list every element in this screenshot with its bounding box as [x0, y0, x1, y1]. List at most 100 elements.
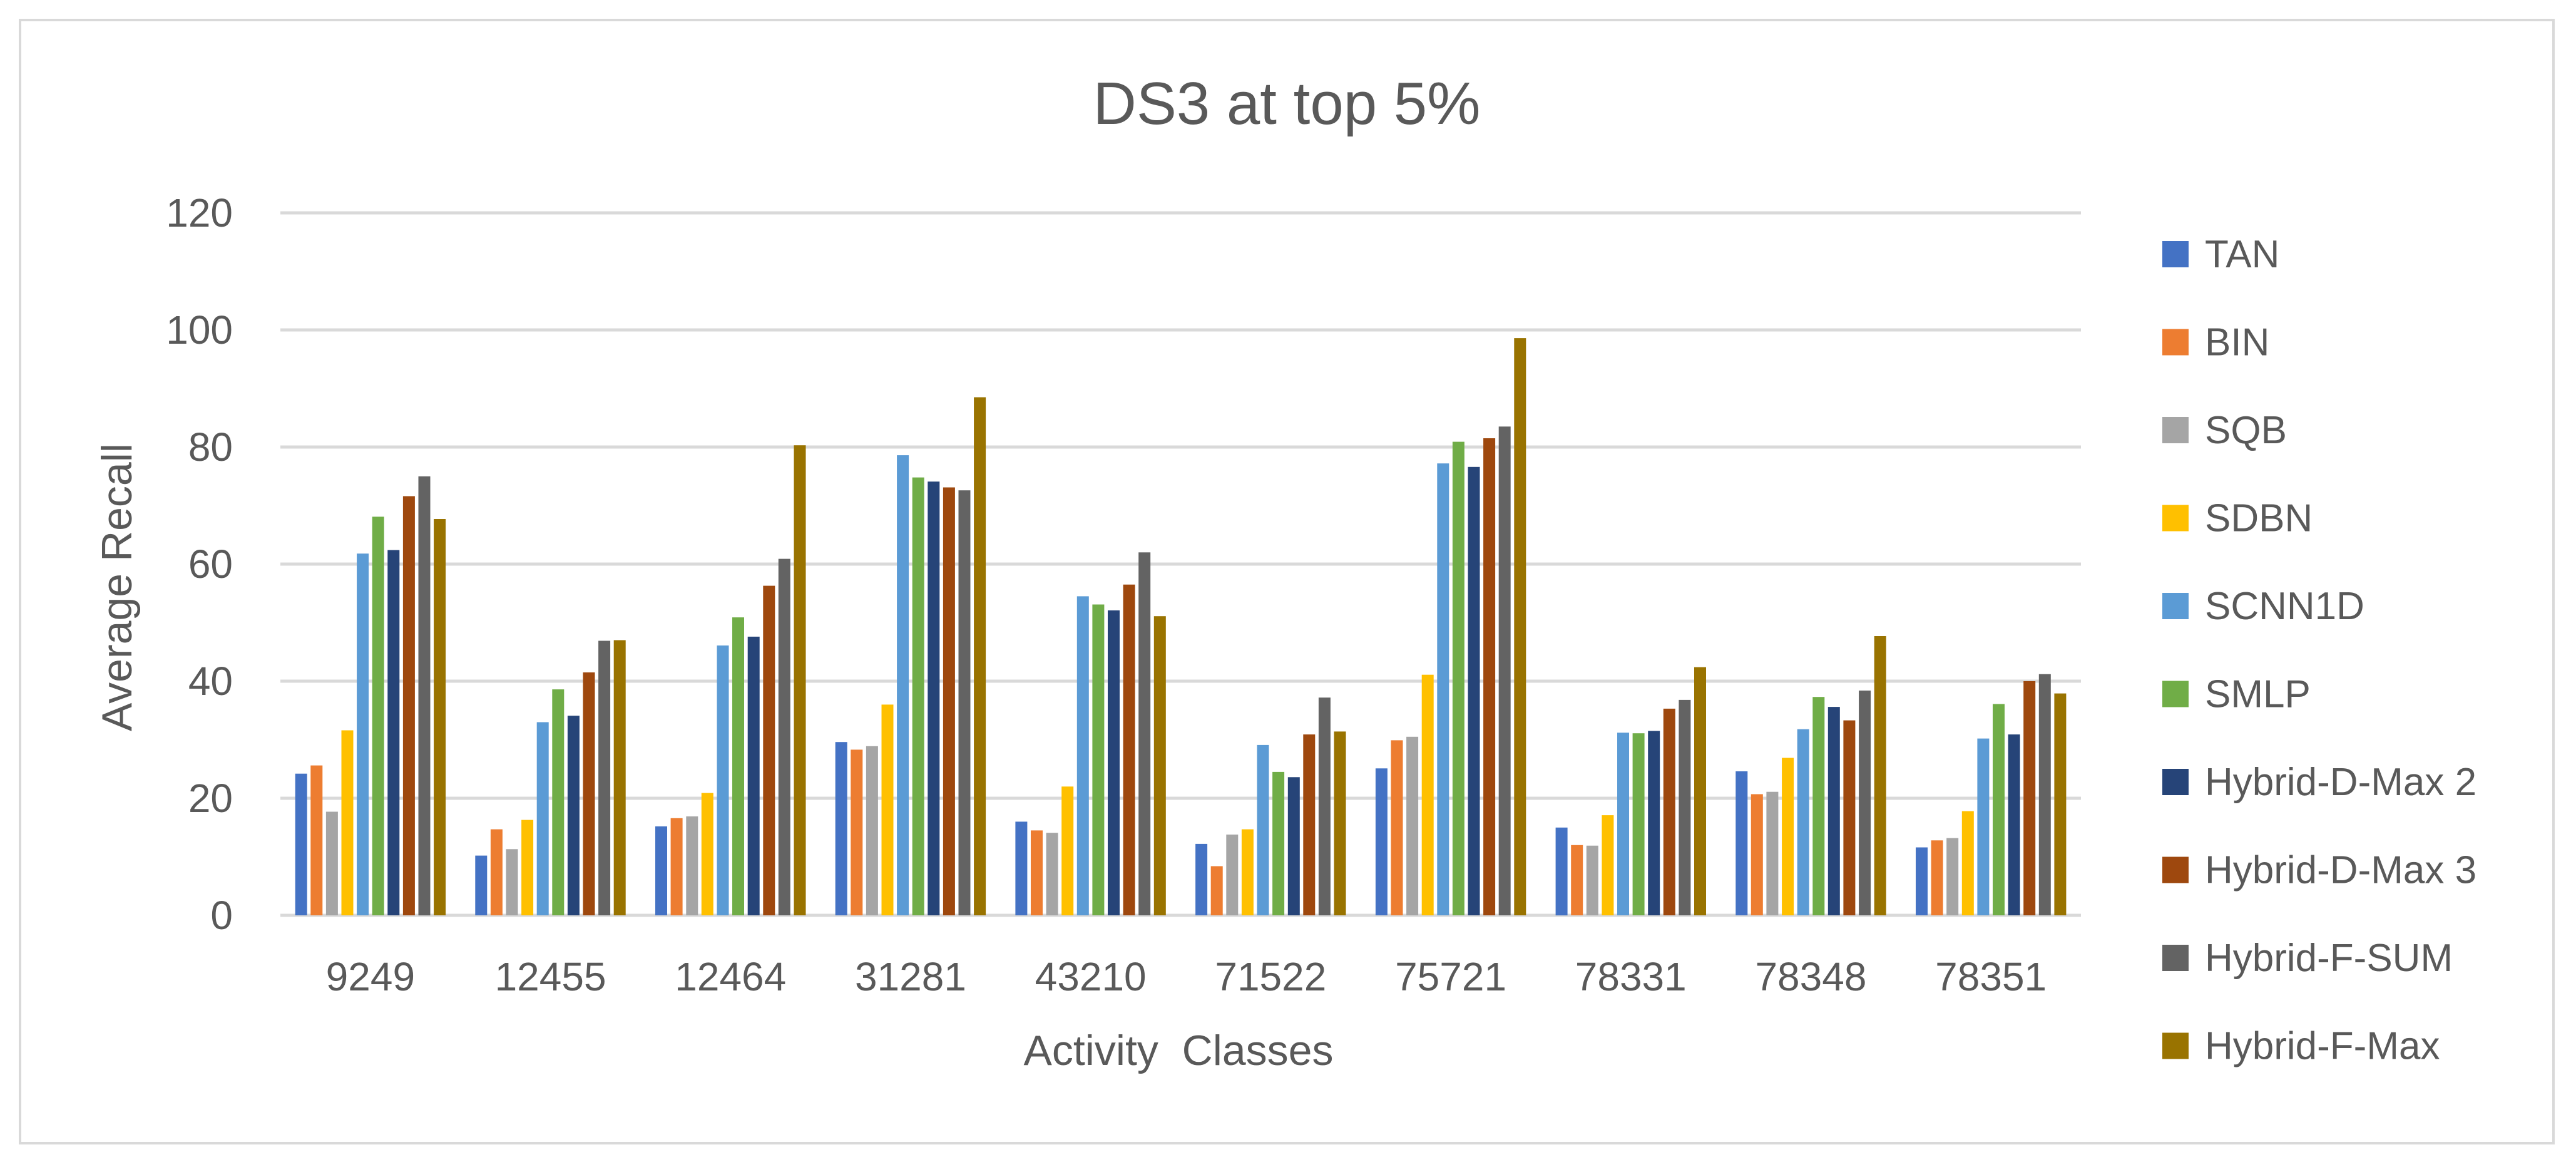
bar [2038, 674, 2051, 915]
legend-label: SDBN [2205, 497, 2313, 540]
bar [295, 773, 307, 915]
bar [701, 793, 713, 915]
x-axis-title: Activity Classes [1024, 1027, 1334, 1074]
bar [598, 640, 611, 915]
bar [1648, 731, 1660, 915]
bar [1555, 827, 1568, 916]
bar [1679, 699, 1691, 915]
bar [655, 826, 667, 915]
x-tick-label: 78331 [1575, 954, 1687, 999]
bar [1303, 734, 1316, 915]
bar [1812, 697, 1825, 915]
bar [732, 617, 744, 915]
bar [851, 749, 863, 915]
bar [357, 553, 369, 915]
bar [552, 689, 565, 915]
bar [1437, 463, 1449, 915]
bar [521, 820, 534, 915]
bar [583, 672, 595, 915]
bar [1391, 740, 1403, 915]
bar [1827, 707, 1840, 915]
legend-label: Hybrid-D-Max 2 [2205, 761, 2476, 804]
bar [1797, 729, 1809, 915]
bar [2023, 681, 2036, 915]
legend-label: Hybrid-F-Max [2205, 1025, 2440, 1068]
bar [341, 730, 354, 915]
bar [1272, 771, 1285, 915]
bar [475, 855, 488, 915]
bar [506, 849, 518, 915]
y-tick-label: 20 [188, 776, 233, 821]
bar [1108, 610, 1120, 915]
legend-label: Hybrid-D-Max 3 [2205, 849, 2476, 892]
bar [1663, 708, 1675, 915]
y-tick-label: 80 [188, 424, 233, 470]
y-tick-label: 60 [188, 542, 233, 587]
bar [1961, 811, 1974, 915]
bar [778, 558, 790, 915]
bar [325, 811, 338, 915]
chart-title: DS3 at top 5% [1093, 70, 1480, 137]
bar [1375, 768, 1388, 915]
bar [1586, 845, 1598, 915]
bar [1931, 840, 1943, 915]
bar [1946, 838, 1959, 915]
bar [1257, 744, 1269, 915]
bar [1153, 616, 1166, 915]
bar [1859, 691, 1871, 915]
bar [1452, 441, 1464, 915]
bar [1318, 697, 1331, 915]
x-tick-label: 9249 [326, 954, 415, 999]
gridlines [280, 211, 2081, 917]
legend-label: TAN [2205, 233, 2279, 276]
bars [295, 338, 2067, 916]
bar [490, 829, 503, 915]
bar [1123, 584, 1135, 915]
bar [943, 487, 955, 915]
bar [1195, 843, 1208, 915]
legend-label: Hybrid-F-SUM [2205, 937, 2453, 980]
legend-swatch [2162, 769, 2189, 795]
bar [1092, 604, 1105, 915]
bar [567, 716, 580, 915]
legend-swatch [2162, 1032, 2189, 1059]
x-tick-label: 78351 [1935, 954, 2047, 999]
bar [310, 765, 323, 915]
bar [1751, 794, 1763, 915]
bar [1602, 815, 1614, 915]
bar [717, 645, 729, 915]
x-tick-label: 75721 [1395, 954, 1506, 999]
bar [1977, 738, 1990, 915]
bar [1617, 733, 1629, 915]
legend-swatch [2162, 593, 2189, 619]
bar [1632, 733, 1645, 915]
bar [536, 722, 549, 915]
bar [1571, 845, 1583, 915]
bar [1735, 771, 1748, 915]
bar [1031, 830, 1043, 915]
legend-label: SMLP [2205, 673, 2311, 716]
legend-swatch [2162, 241, 2189, 267]
bar [763, 585, 775, 915]
x-tick-label: 12455 [495, 954, 606, 999]
bar [912, 477, 924, 915]
bar [387, 550, 400, 915]
bar [835, 742, 847, 915]
bar [1287, 777, 1300, 915]
bar [1843, 720, 1856, 915]
bar [1498, 426, 1511, 915]
x-tick-label: 31281 [855, 954, 966, 999]
x-tick-label: 78348 [1755, 954, 1866, 999]
bar [1061, 786, 1074, 915]
y-axis-title: Average Recall [93, 443, 141, 731]
bar [686, 816, 698, 915]
bar [1138, 552, 1151, 915]
axes: 0 20 40 60 80 100 120 9249 12455 12464 31281 43210 7… [166, 190, 2047, 999]
bar [418, 476, 431, 916]
y-tick-label: 100 [166, 307, 233, 352]
bar [1468, 466, 1480, 915]
bar [2054, 693, 2067, 915]
bar [866, 746, 878, 915]
bar [881, 704, 894, 915]
bar [372, 517, 384, 915]
